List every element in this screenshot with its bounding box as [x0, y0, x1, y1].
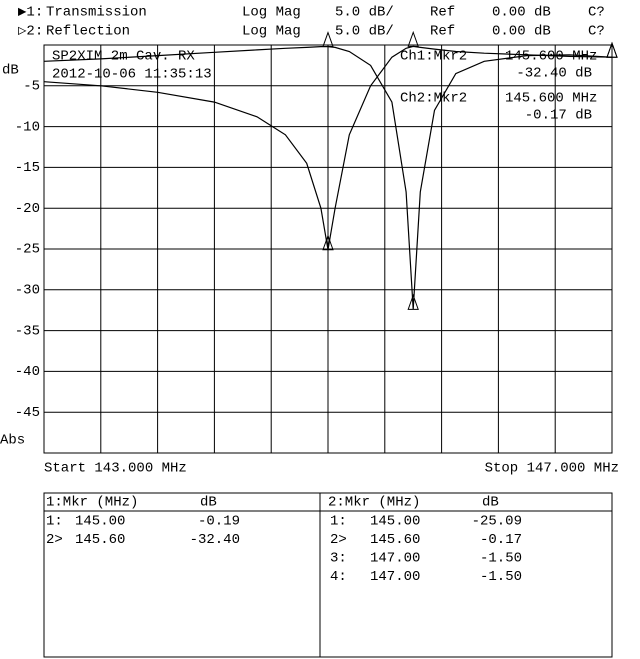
- channel-cal: C?: [588, 24, 605, 40]
- channel-format: Log Mag: [242, 5, 301, 21]
- channel-scale: 5.0 dB/: [335, 5, 394, 21]
- row-freq: 147.00: [370, 569, 420, 585]
- table-title: 2:Mkr (MHz): [328, 495, 420, 511]
- trace: [43, 46, 613, 310]
- channel-ref: 0.00 dB: [492, 5, 551, 21]
- readout-value: -0.17 dB: [525, 108, 592, 124]
- y-tick-label: -5: [23, 79, 40, 95]
- start-label: Start 143.000 MHz: [44, 461, 187, 477]
- row-freq: 145.00: [370, 514, 420, 530]
- readout-freq: 145.600 MHz: [505, 91, 597, 107]
- channel-ref-label: Ref: [430, 24, 455, 40]
- title: SP2XIM 2m Cav. RX: [52, 49, 195, 65]
- row-label: 1:: [46, 514, 63, 530]
- channel-name: Transmission: [46, 5, 147, 21]
- marker: [322, 31, 334, 48]
- row-label: 2>: [46, 532, 63, 548]
- row-label: 2>: [330, 532, 347, 548]
- row-freq: 145.60: [370, 532, 420, 548]
- channel-name: Reflection: [46, 24, 130, 40]
- y-tick-label: -25: [15, 242, 40, 258]
- table-frame: [43, 492, 613, 658]
- channel-prefix: ▷2:: [18, 24, 43, 40]
- marker: [606, 41, 618, 58]
- readout-value: -32.40 dB: [516, 66, 592, 82]
- row-value: -1.50: [480, 569, 522, 585]
- y-tick-label: -10: [15, 119, 40, 135]
- y-tick-label: -20: [15, 201, 40, 217]
- channel-scale: 5.0 dB/: [335, 24, 394, 40]
- table-unit: dB: [482, 495, 499, 511]
- y-mode: Abs: [0, 433, 25, 449]
- row-value: -0.19: [198, 514, 240, 530]
- marker: [322, 234, 334, 251]
- marker: [407, 293, 419, 310]
- y-tick-label: -40: [15, 364, 40, 380]
- y-tick-label: -35: [15, 323, 40, 339]
- channel-format: Log Mag: [242, 24, 301, 40]
- readout-freq: 145.600 MHz: [505, 49, 597, 65]
- row-freq: 145.00: [75, 514, 125, 530]
- y-label: dB: [2, 63, 19, 79]
- channel-ref-label: Ref: [430, 5, 455, 21]
- channel-ref: 0.00 dB: [492, 24, 551, 40]
- stop-label: Stop 147.000 MHz: [485, 461, 619, 477]
- marker: [407, 30, 419, 47]
- row-value: -0.17: [480, 532, 522, 548]
- row-value: -25.09: [472, 514, 522, 530]
- row-freq: 147.00: [370, 551, 420, 567]
- row-label: 3:: [330, 551, 347, 567]
- row-label: 4:: [330, 569, 347, 585]
- readout-name: Ch2:Mkr2: [400, 91, 467, 107]
- y-tick-label: -15: [15, 160, 40, 176]
- y-tick-label: -30: [15, 283, 40, 299]
- y-tick-label: -45: [15, 405, 40, 421]
- subtitle: 2012-10-06 11:35:13: [52, 67, 212, 83]
- table-unit: dB: [200, 495, 217, 511]
- table-title: 1:Mkr (MHz): [46, 495, 138, 511]
- readout-name: Ch1:Mkr2: [400, 49, 467, 65]
- channel-cal: C?: [588, 5, 605, 21]
- trace: [43, 45, 613, 250]
- row-value: -32.40: [190, 532, 240, 548]
- row-freq: 145.60: [75, 532, 125, 548]
- channel-prefix: ▶1:: [18, 5, 43, 21]
- row-label: 1:: [330, 514, 347, 530]
- row-value: -1.50: [480, 551, 522, 567]
